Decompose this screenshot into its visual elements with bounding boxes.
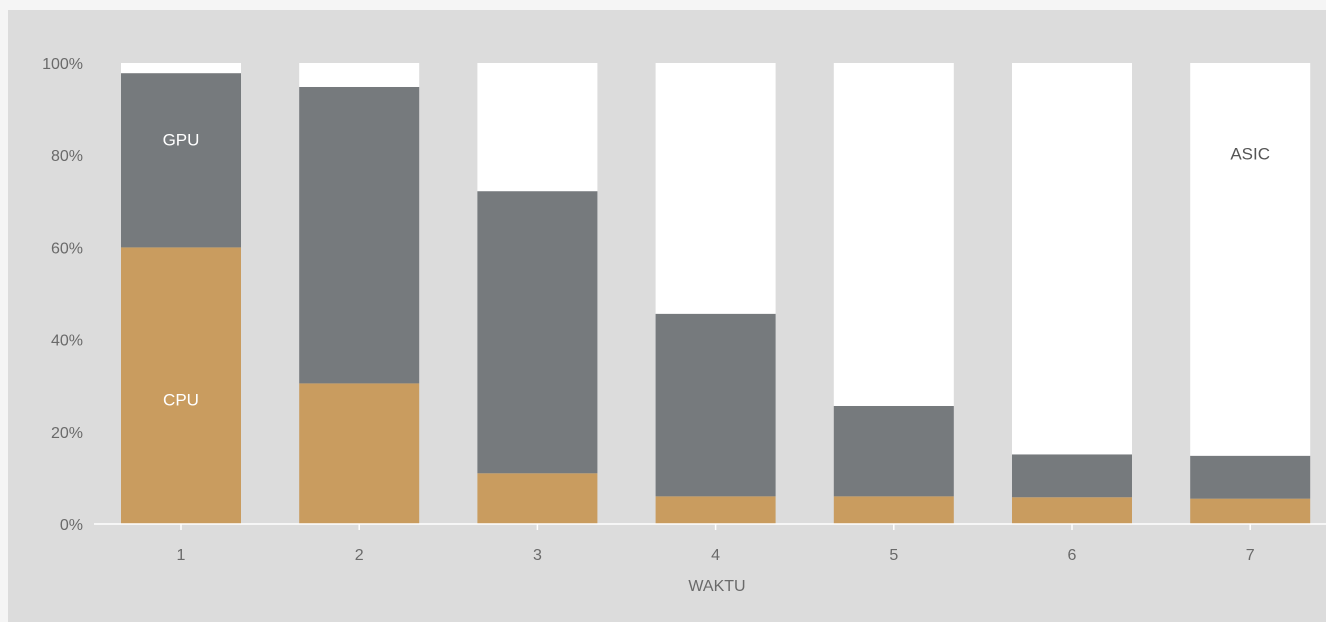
bar-cpu-2 bbox=[299, 383, 420, 524]
bar-asic-6 bbox=[1012, 63, 1132, 455]
y-tick-label-0: 0% bbox=[60, 517, 83, 534]
bar-asic-3 bbox=[477, 63, 598, 192]
bar-gpu-5 bbox=[833, 405, 954, 497]
x-tick-label-2: 2 bbox=[355, 547, 364, 564]
series-labels: CPU GPU ASIC bbox=[163, 130, 1270, 409]
x-axis-ticks: 1 2 3 4 5 6 7 bbox=[177, 524, 1255, 564]
bar-gpu-2 bbox=[299, 86, 420, 384]
x-axis-title: WAKTU bbox=[688, 578, 745, 595]
bar-cpu-5 bbox=[833, 496, 954, 524]
bar-gpu-3 bbox=[477, 191, 598, 474]
x-tick-label-4: 4 bbox=[711, 547, 720, 564]
bar-asic-4 bbox=[655, 63, 776, 314]
bar-asic-1 bbox=[121, 63, 241, 74]
chart-panel: 0% 20% 40% 60% 80% 100% 1 2 3 4 5 6 7 CPU GPU ASIC WA… bbox=[8, 10, 1326, 622]
bar-asic-2 bbox=[299, 63, 420, 87]
bar-gpu-4 bbox=[655, 313, 776, 497]
x-tick-label-7: 7 bbox=[1246, 547, 1255, 564]
y-tick-label-40: 40% bbox=[51, 333, 83, 350]
y-tick-label-60: 60% bbox=[51, 240, 83, 257]
bar-cpu-1 bbox=[121, 247, 241, 524]
bar-cpu-3 bbox=[477, 473, 598, 524]
bar-gpu-7 bbox=[1190, 455, 1311, 499]
bar-cpu-7 bbox=[1190, 498, 1311, 524]
bar-asic-7 bbox=[1190, 63, 1311, 456]
x-tick-label-5: 5 bbox=[889, 547, 898, 564]
x-tick-label-3: 3 bbox=[533, 547, 542, 564]
y-tick-label-20: 20% bbox=[51, 425, 83, 442]
bar-gpu-1 bbox=[121, 73, 241, 248]
bar-asic-5 bbox=[833, 63, 954, 406]
x-tick-label-1: 1 bbox=[177, 547, 186, 564]
series-label-gpu: GPU bbox=[163, 130, 200, 149]
bar-cpu-4 bbox=[655, 496, 776, 524]
series-label-cpu: CPU bbox=[163, 391, 199, 410]
bar-gpu-6 bbox=[1012, 454, 1132, 498]
bars-layer bbox=[121, 63, 1311, 524]
series-label-asic: ASIC bbox=[1230, 144, 1270, 163]
y-tick-label-80: 80% bbox=[51, 148, 83, 165]
stacked-bar-chart: 0% 20% 40% 60% 80% 100% 1 2 3 4 5 6 7 CPU GPU ASIC WA… bbox=[42, 56, 1326, 595]
y-axis-ticks: 0% 20% 40% 60% 80% 100% bbox=[42, 56, 83, 534]
y-tick-label-100: 100% bbox=[42, 56, 83, 73]
x-tick-label-6: 6 bbox=[1068, 547, 1077, 564]
bar-cpu-6 bbox=[1012, 497, 1132, 524]
